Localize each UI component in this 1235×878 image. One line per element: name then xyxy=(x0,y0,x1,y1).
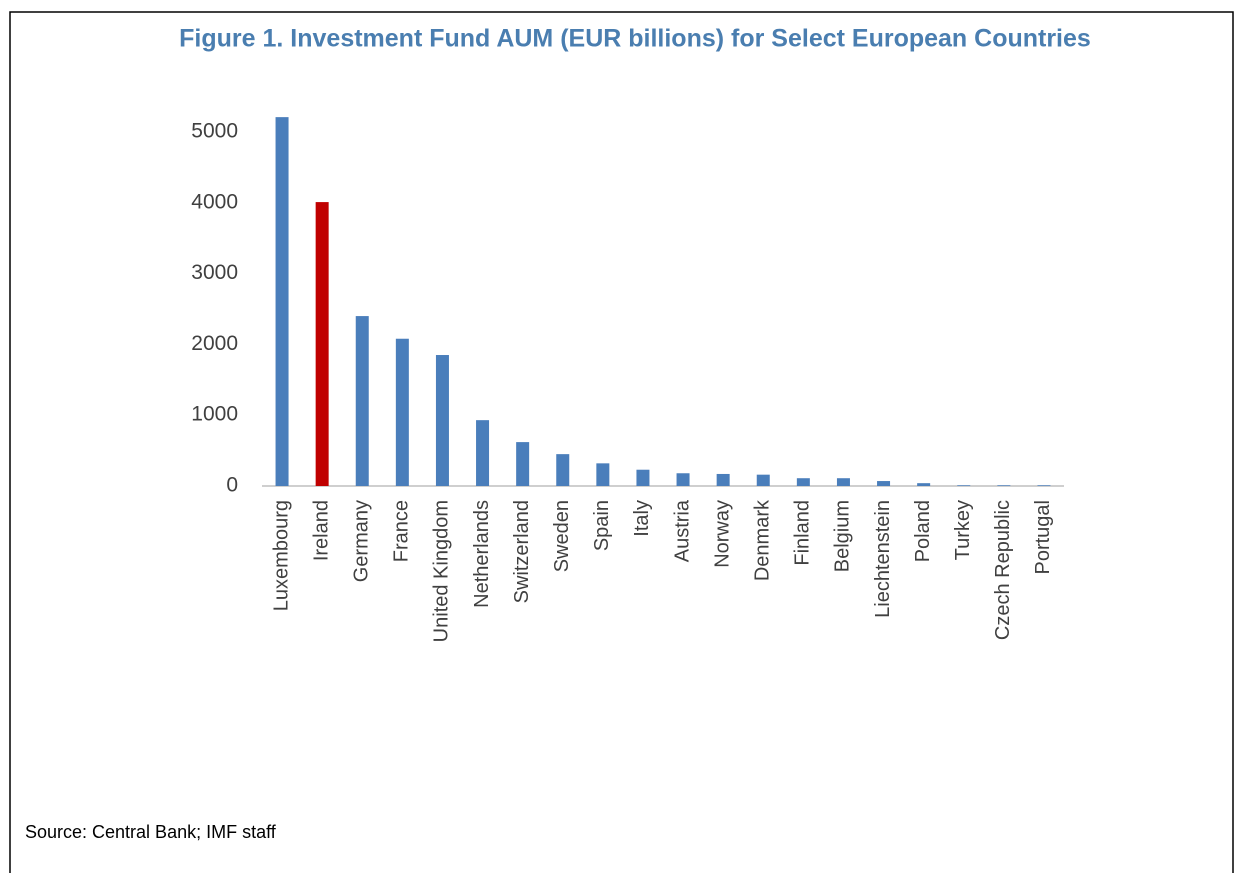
x-tick-label: Germany xyxy=(351,500,373,582)
x-tick-label: Norway xyxy=(711,500,733,568)
x-tick-label: Denmark xyxy=(752,499,774,581)
x-tick-label: France xyxy=(391,500,413,562)
bar xyxy=(716,473,730,486)
y-tick-label: 4000 xyxy=(191,190,238,213)
y-tick-label: 5000 xyxy=(191,120,238,143)
bar xyxy=(476,420,490,486)
x-tick-label: Finland xyxy=(792,500,814,566)
x-tick-label: Luxembourg xyxy=(270,500,292,611)
frame xyxy=(9,11,1234,873)
bar xyxy=(836,478,850,486)
bar xyxy=(917,483,931,486)
x-tick-label: Belgium xyxy=(832,500,854,572)
x-tick-label: Ireland xyxy=(310,500,332,561)
x-tick-label: Poland xyxy=(912,500,934,562)
y-tick-label: 0 xyxy=(226,474,238,497)
bar xyxy=(596,463,610,486)
x-tick-label: Italy xyxy=(631,500,653,537)
y-tick-label: 2000 xyxy=(191,332,238,355)
bar xyxy=(355,316,369,486)
x-tick-label: Turkey xyxy=(952,500,974,560)
bar xyxy=(957,485,971,486)
x-tick-label: Sweden xyxy=(551,500,573,572)
bar xyxy=(275,117,289,486)
bar xyxy=(796,478,810,486)
x-tick-label: Austria xyxy=(671,499,693,562)
bar xyxy=(395,338,409,486)
x-tick-label: Netherlands xyxy=(471,500,493,608)
x-tick-label: Spain xyxy=(591,500,613,551)
y-tick-label: 3000 xyxy=(191,261,238,284)
bar xyxy=(877,481,891,486)
bar xyxy=(315,202,329,487)
bar xyxy=(1037,485,1051,486)
bar xyxy=(435,355,449,486)
bar xyxy=(556,454,570,486)
bar xyxy=(516,442,530,486)
x-tick-label: United Kingdom xyxy=(431,500,453,642)
bar xyxy=(997,485,1011,486)
chart-title: Figure 1. Investment Fund AUM (EUR billi… xyxy=(179,25,1091,53)
x-tick-label: Liechtenstein xyxy=(872,500,894,618)
y-tick-label: 1000 xyxy=(191,403,238,426)
bar xyxy=(756,474,770,486)
x-tick-label: Portugal xyxy=(1032,500,1054,575)
source-note: Source: Central Bank; IMF staff xyxy=(25,822,277,842)
bar xyxy=(636,469,650,486)
x-tick-label: Czech Republic xyxy=(992,500,1014,640)
bar xyxy=(676,473,690,486)
x-tick-label: Switzerland xyxy=(511,500,533,603)
